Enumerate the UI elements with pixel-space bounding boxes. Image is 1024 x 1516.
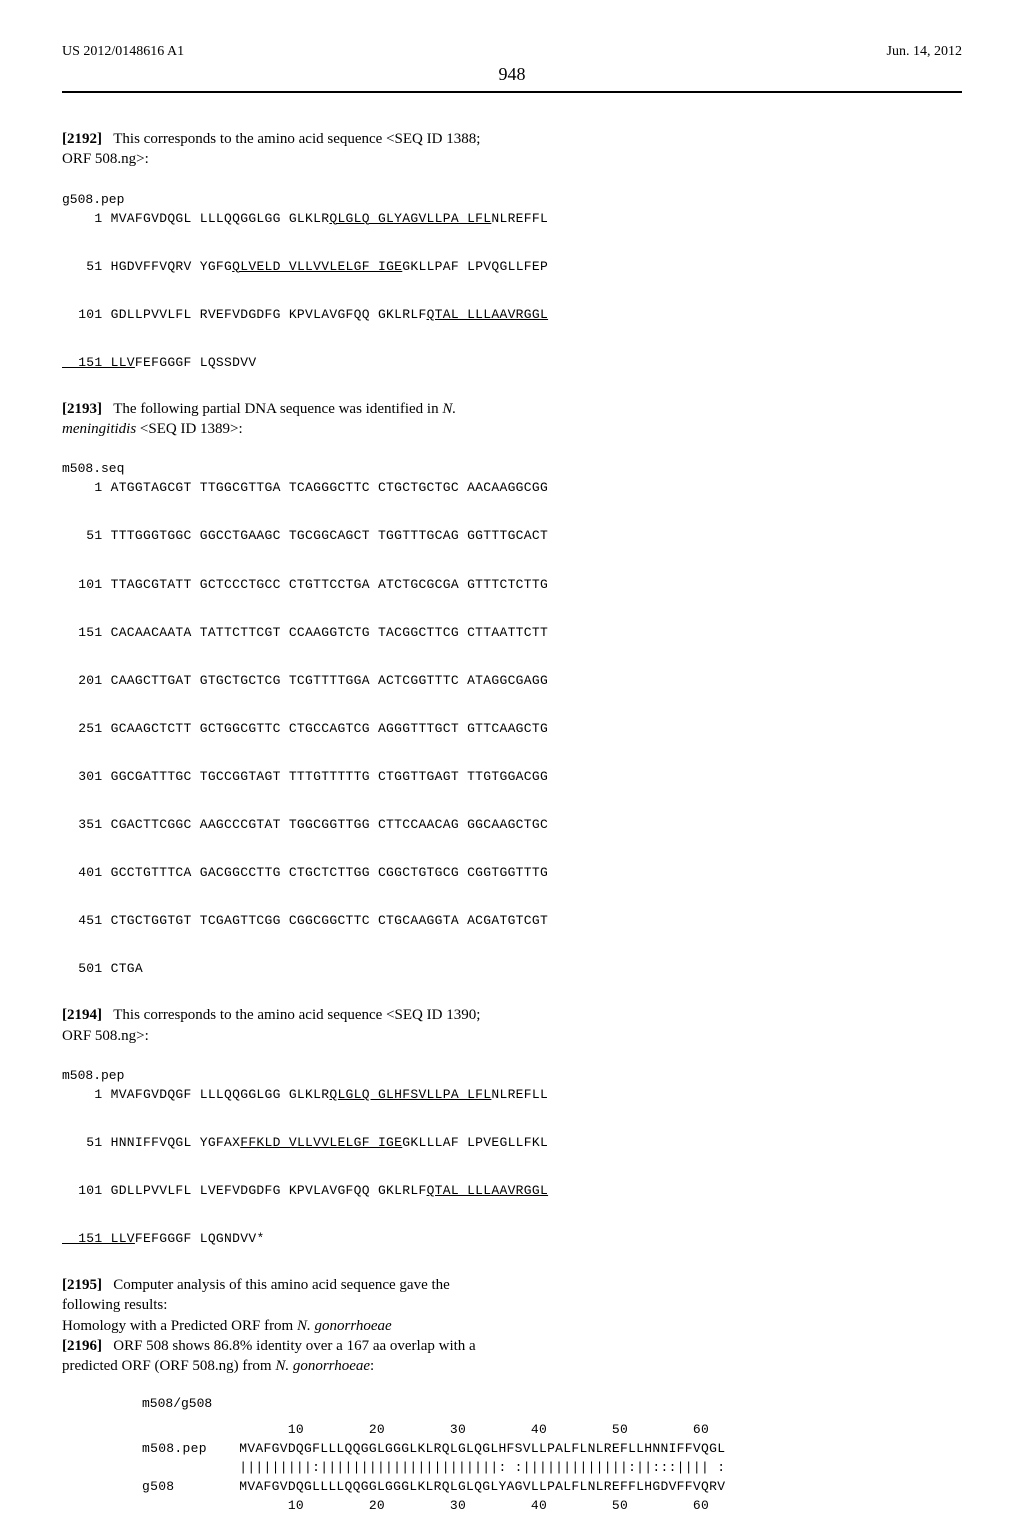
seq-label: m508.seq [62,461,962,476]
para-number: [2193] [62,401,102,417]
seq-body: 1 MVAFGVDQGF LLLQQGGLGG GLKLRQLGLQ GLHFS… [62,1083,962,1251]
publication-id: US 2012/0148616 A1 [62,44,184,60]
seq-label: m508.pep [62,1068,962,1083]
sequence-m508-pep: m508.pep 1 MVAFGVDQGF LLLQQGGLGG GLKLRQL… [62,1068,962,1251]
para-number: [2194] [62,1007,102,1023]
homology-text-b: : [370,1358,374,1374]
para-text: This corresponds to the amino acid seque… [62,131,480,167]
para-number: [2195] [62,1277,102,1293]
alignment-label: m508/g508 [142,1396,962,1411]
paragraph-2195: [2195] Computer analysis of this amino a… [62,1275,502,1376]
para-text-a: The following partial DNA sequence was i… [113,401,442,417]
sequence-g508-pep: g508.pep 1 MVAFGVDQGL LLLQQGGLGG GLKLRQL… [62,192,962,375]
alignment-block: m508/g508 10 20 30 40 50 60 m508.pep MVA… [142,1396,962,1515]
paragraph-2194: [2194] This corresponds to the amino aci… [62,1005,502,1046]
publication-date: Jun. 14, 2012 [887,44,962,60]
seq-body: 1 ATGGTAGCGT TTGGCGTTGA TCAGGGCTTC CTGCT… [62,476,962,981]
paragraph-2192: [2192] This corresponds to the amino aci… [62,129,502,170]
organism-name: N. gonorrhoeae [297,1318,392,1334]
para-text: Computer analysis of this amino acid seq… [62,1277,450,1313]
page-number: 948 [62,64,962,85]
homology-text-a: ORF 508 shows 86.8% identity over a 167 … [62,1338,476,1374]
paragraph-2193: [2193] The following partial DNA sequenc… [62,399,502,440]
seq-label: g508.pep [62,192,962,207]
para-number: [2192] [62,131,102,147]
sequence-m508-dna: m508.seq 1 ATGGTAGCGT TTGGCGTTGA TCAGGGC… [62,461,962,981]
para-text-b: <SEQ ID 1389>: [136,421,243,437]
homology-title-a: Homology with a Predicted ORF from [62,1318,297,1334]
para-text: This corresponds to the amino acid seque… [62,1007,480,1043]
page-header: US 2012/0148616 A1 Jun. 14, 2012 [62,44,962,60]
para-number: [2196] [62,1338,102,1354]
header-rule [62,91,962,93]
organism-name: N. gonorrhoeae [275,1358,370,1374]
seq-body: 1 MVAFGVDQGL LLLQQGGLGG GLKLRQLGLQ GLYAG… [62,207,962,375]
alignment-body: 10 20 30 40 50 60 m508.pep MVAFGVDQGFLLL… [142,1421,962,1515]
